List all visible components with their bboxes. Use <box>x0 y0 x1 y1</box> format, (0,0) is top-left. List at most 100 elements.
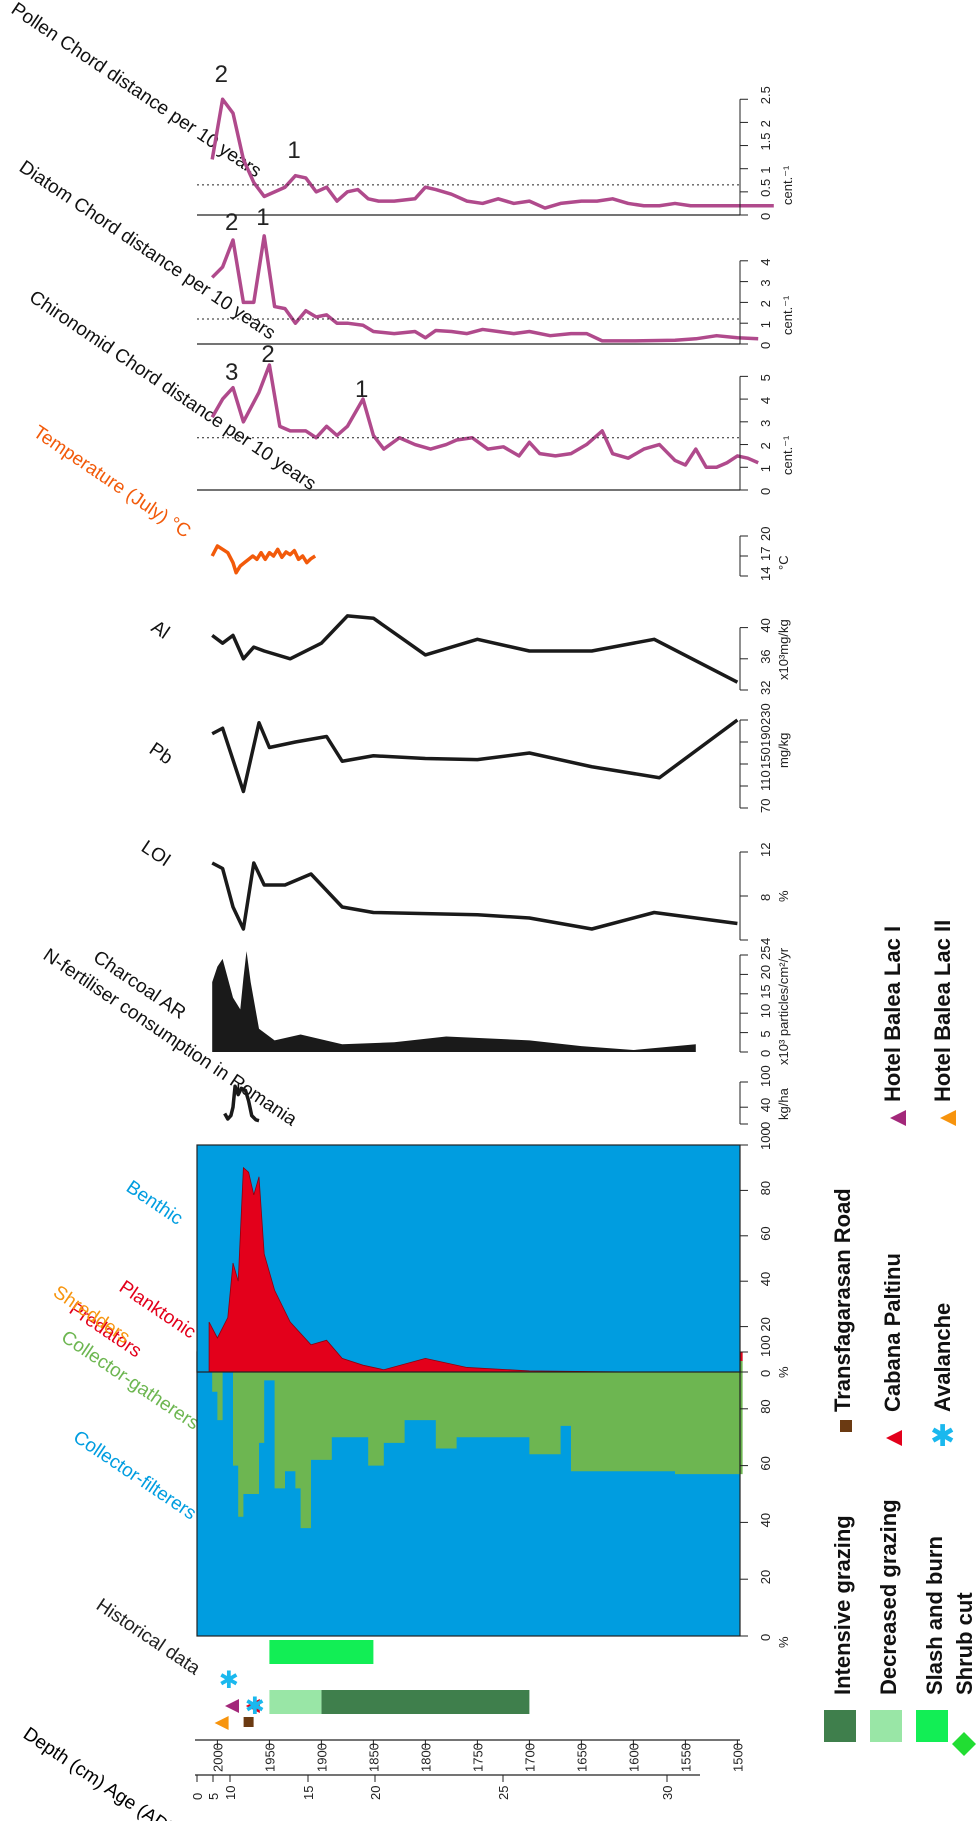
macro-tick-label: 100 <box>758 1335 773 1357</box>
legend-shrub: Shrub cut <box>952 1592 977 1695</box>
pb-tick-label: 110 <box>758 770 773 791</box>
chironomid-tick-label: 3 <box>758 420 773 427</box>
poll-peak-1: 1 <box>287 137 300 164</box>
diat-peak-2: 2 <box>225 209 238 236</box>
n_fertiliser-line <box>223 1084 260 1123</box>
legend-slash: Slash and burn <box>922 1536 947 1695</box>
label-benthic: Benthic <box>122 1177 186 1230</box>
age-tick-label: 1850 <box>366 1743 381 1772</box>
hotel1-marker <box>225 1699 239 1713</box>
diatom-tick-label: 2 <box>758 300 773 307</box>
depth-tick-label: 30 <box>660 1786 675 1800</box>
macro-tick-label: 60 <box>758 1456 773 1470</box>
temperature-tick-label: 20 <box>758 527 773 541</box>
age-tick-label: 1550 <box>678 1743 693 1772</box>
charcoal-area <box>212 951 696 1052</box>
chironomid-tick-label: 2 <box>758 442 773 449</box>
legend-swatch-avalanche: ✱ <box>930 1420 955 1453</box>
n_fertiliser-tick-label: 0 <box>758 1122 773 1129</box>
pb-tick-label: 150 <box>758 747 773 769</box>
legend-swatch-road <box>840 1420 852 1432</box>
label-pollen: Pollen Chord distance per 10 years <box>7 0 265 182</box>
axis-title: Depth (cm) Age (AD) <box>19 1723 177 1821</box>
pb-tick-label: 230 <box>758 703 773 725</box>
legend-cabana: Cabana Paltinu <box>880 1253 905 1412</box>
dh-tick-label: 80 <box>758 1181 773 1195</box>
dh-tick-label: 0 <box>758 1370 773 1377</box>
cabana-marker <box>245 1699 260 1713</box>
pollen-tick-label: 0 <box>758 213 773 220</box>
loi-tick-label: 8 <box>758 894 773 901</box>
macro-tick-label: 80 <box>758 1399 773 1413</box>
historical-title: Historical data <box>92 1595 204 1680</box>
pb-line <box>211 718 739 794</box>
plot-area: 2000 1950 1900 1850 1800 1750 1700 1650 1600 1550… <box>190 61 774 1800</box>
pollen-tick-label: 1 <box>758 166 773 173</box>
poll-peak-2: 2 <box>215 61 228 88</box>
chir-peak-1: 1 <box>355 376 368 403</box>
unit-cent-diat: cent.⁻¹ <box>780 295 795 335</box>
temperature-line <box>210 544 317 575</box>
label-loi: LOI <box>137 837 174 872</box>
al-tick-label: 40 <box>758 618 773 632</box>
label-collector-filterers: Collector-filterers <box>69 1427 200 1525</box>
depth-tick-label: 20 <box>368 1786 383 1800</box>
legend-avalanche: Avalanche <box>930 1303 955 1412</box>
unit-pb: mg/kg <box>776 733 791 768</box>
al-line <box>211 614 739 684</box>
age-tick-label: 1650 <box>574 1743 589 1772</box>
unit-al: x10³mg/kg <box>776 619 791 680</box>
pollen-tick-label: 2.5 <box>758 86 773 104</box>
charcoal-tick-label: 10 <box>758 1004 773 1018</box>
decreased-grazing-bar <box>269 1690 322 1714</box>
legend-road: Transfagarasan Road <box>830 1188 855 1412</box>
unit-loi: % <box>776 890 791 902</box>
loi-line <box>211 861 738 931</box>
macro-tick-label: 20 <box>758 1570 773 1584</box>
unit-charcoal: x10³ particles/cm²/yr <box>776 947 791 1065</box>
macro-tick-label: 0 <box>758 1634 773 1641</box>
planktonic-area <box>208 1166 738 1373</box>
temperature-tick-label: 17 <box>758 547 773 561</box>
avalanche-marker: ✱ <box>219 1667 239 1694</box>
chir-peak-2: 2 <box>261 341 274 368</box>
road-marker <box>243 1717 254 1727</box>
charcoal-tick-label: 20 <box>758 965 773 979</box>
slash-and-burn-bar <box>269 1640 374 1664</box>
diatom-tick-label: 3 <box>758 279 773 286</box>
legend-swatch-intensive <box>824 1710 856 1742</box>
n_fertiliser-tick-label: 40 <box>758 1098 773 1112</box>
chironomid-line <box>210 363 759 470</box>
avalanche-marker: ✱ <box>245 1693 265 1720</box>
pollen-tick-label: 2 <box>758 120 773 127</box>
al-tick-label: 36 <box>758 649 773 663</box>
unit-cent-chir: cent.⁻¹ <box>780 435 795 475</box>
chironomid-tick-label: 4 <box>758 397 773 404</box>
pollen-tick-label: 1.5 <box>758 132 773 150</box>
legend-swatch-cabana <box>886 1430 902 1446</box>
dh-tick-label: 100 <box>758 1128 773 1150</box>
age-tick-label: 1950 <box>262 1743 277 1772</box>
chironomid-tick-label: 1 <box>758 465 773 472</box>
legend-swatch-decreased <box>870 1710 902 1742</box>
legend-intensive: Intensive grazing <box>830 1515 855 1695</box>
diatom-habitat-frame <box>196 1144 741 1373</box>
pb-tick-label: 190 <box>758 725 773 747</box>
age-tick-label: 1700 <box>522 1743 537 1772</box>
legend-hotel2: Hotel Balea Lac II <box>930 920 955 1102</box>
chironomid-tick-label: 0 <box>758 488 773 495</box>
label-pb: Pb <box>145 739 176 769</box>
dh-tick-label: 40 <box>758 1272 773 1286</box>
label-al: Al <box>147 617 173 644</box>
dh-tick-label: 20 <box>758 1317 773 1331</box>
diatom-tick-label: 0 <box>758 342 773 349</box>
unit-pct-1: % <box>776 1636 791 1648</box>
age-tick-label: 1900 <box>314 1743 329 1772</box>
diatom-tick-label: 4 <box>758 259 773 266</box>
diatom-tick-label: 1 <box>758 321 773 328</box>
diat-peak-1: 1 <box>256 204 269 231</box>
collector-gatherers-area <box>212 1352 743 1529</box>
charcoal-tick-label: 5 <box>758 1030 773 1037</box>
temperature-tick-label: 14 <box>758 567 773 581</box>
